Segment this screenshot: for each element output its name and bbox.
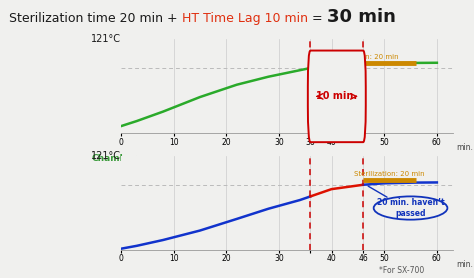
Text: 121°C: 121°C <box>91 151 121 161</box>
Text: 10 min.: 10 min. <box>316 91 357 101</box>
Text: Chamber: Chamber <box>91 154 137 163</box>
Text: *For SX-700: *For SX-700 <box>379 266 424 275</box>
FancyBboxPatch shape <box>308 51 366 142</box>
Text: min.: min. <box>456 260 473 269</box>
Text: HT Time Lag 10 min: HT Time Lag 10 min <box>182 12 308 25</box>
Text: 30 min: 30 min <box>327 8 396 26</box>
Text: Sterilization: 20 min: Sterilization: 20 min <box>328 54 399 60</box>
Text: 20 min. haven’t
passed: 20 min. haven’t passed <box>377 198 444 219</box>
Text: Sterilization: 20 min: Sterilization: 20 min <box>354 171 425 177</box>
Ellipse shape <box>374 196 447 220</box>
Text: min.: min. <box>456 143 473 152</box>
Text: Sterilization time 20 min +: Sterilization time 20 min + <box>9 12 182 25</box>
Text: 121°C: 121°C <box>91 34 121 44</box>
Text: =: = <box>308 12 327 25</box>
